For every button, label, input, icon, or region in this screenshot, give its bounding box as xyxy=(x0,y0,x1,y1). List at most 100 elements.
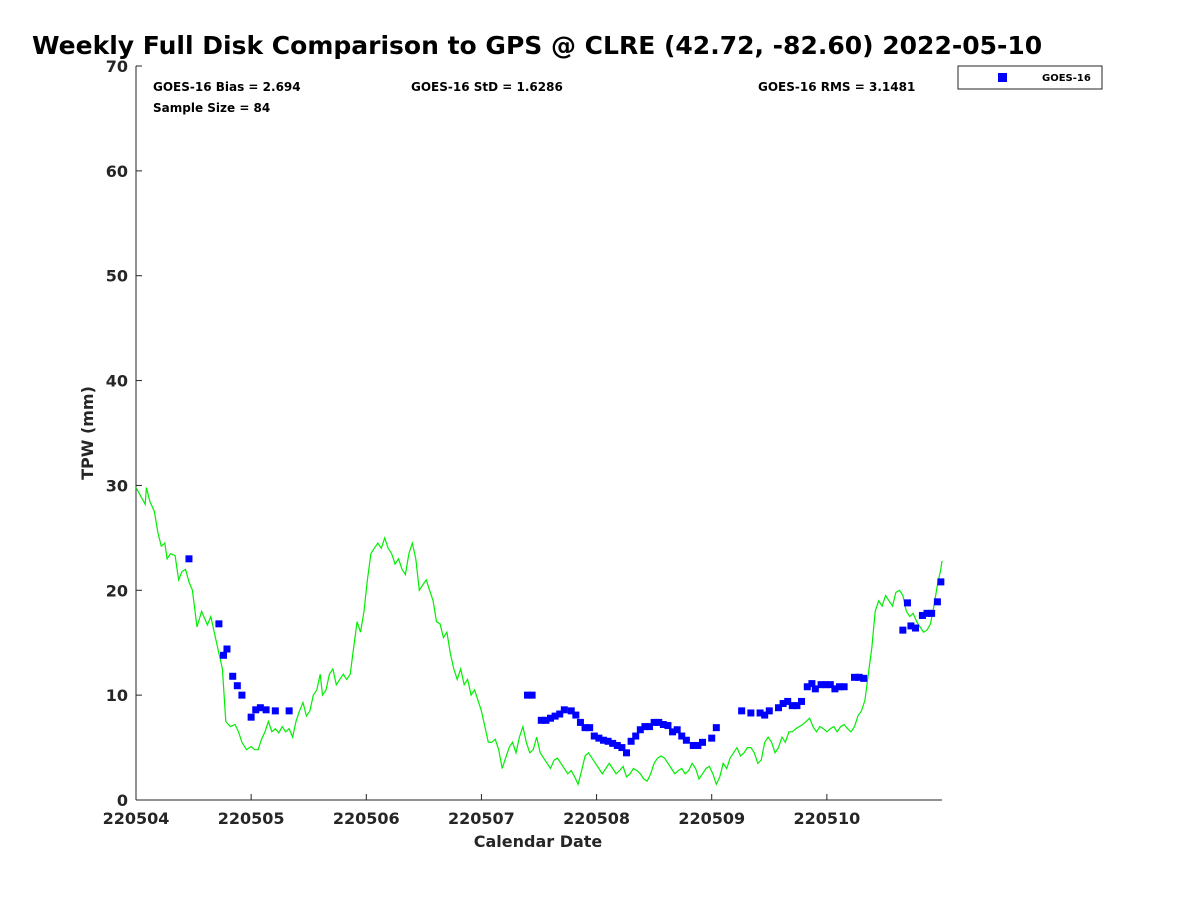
goes16-data-point xyxy=(712,724,720,732)
goes16-data-point xyxy=(271,707,279,715)
goes16-data-point xyxy=(576,718,584,726)
goes16-data-point xyxy=(581,724,589,732)
goes16-data-point xyxy=(537,716,545,724)
goes16-data-point xyxy=(784,697,792,705)
goes16-data-point xyxy=(937,578,945,586)
legend-marker xyxy=(998,73,1007,82)
x-tick-label: 220507 xyxy=(448,809,515,828)
goes16-data-point xyxy=(599,736,607,744)
y-tick-label: 30 xyxy=(106,476,128,495)
goes16-data-point xyxy=(788,702,796,710)
goes16-data-point xyxy=(542,716,550,724)
goes16-data-point xyxy=(185,555,193,563)
goes16-data-point xyxy=(699,738,707,746)
goes16-data-point xyxy=(641,723,649,731)
goes16-data-point xyxy=(747,709,755,717)
goes16-data-point xyxy=(793,702,801,710)
goes16-data-point xyxy=(613,741,621,749)
y-tick-label: 10 xyxy=(106,686,128,705)
x-axis-label: Calendar Date xyxy=(474,832,603,851)
goes16-data-point xyxy=(678,732,686,740)
goes16-data-point xyxy=(850,673,858,681)
goes16-data-point xyxy=(567,707,575,715)
goes16-data-point xyxy=(609,739,617,747)
goes16-data-point xyxy=(556,710,564,718)
goes16-data-point xyxy=(523,691,531,699)
goes16-data-point xyxy=(627,737,635,745)
legend: GOES-16 xyxy=(957,65,1103,90)
goes16-data-point xyxy=(655,718,663,726)
goes16-data-point xyxy=(803,683,811,691)
goes16-data-point xyxy=(899,626,907,634)
y-axis-label: TPW (mm) xyxy=(78,386,97,480)
goes16-marker-series xyxy=(185,555,945,757)
goes16-data-point xyxy=(632,732,640,740)
y-tick-label: 0 xyxy=(117,791,128,810)
goes16-data-point xyxy=(547,714,555,722)
goes16-data-point xyxy=(779,700,787,708)
goes16-data-point xyxy=(708,734,716,742)
goes16-data-point xyxy=(604,737,612,745)
goes16-data-point xyxy=(528,691,536,699)
y-tick-label: 70 xyxy=(106,57,128,76)
goes16-data-point xyxy=(673,726,681,734)
x-tick-label: 220506 xyxy=(333,809,400,828)
y-tick-label: 60 xyxy=(106,162,128,181)
goes16-data-point xyxy=(689,741,697,749)
x-ticks: 220504 220505 220506 220507 220508 220509 2205… xyxy=(103,794,860,828)
goes16-data-point xyxy=(798,697,806,705)
goes16-data-point xyxy=(551,712,559,720)
x-tick-label: 220509 xyxy=(678,809,745,828)
rms-stat: GOES-16 RMS = 3.1481 xyxy=(758,80,915,94)
x-tick-label: 220504 xyxy=(103,809,170,828)
goes16-data-point xyxy=(738,707,746,715)
y-tick-label: 50 xyxy=(106,267,128,286)
goes16-data-point xyxy=(831,685,839,693)
goes16-data-point xyxy=(808,680,816,688)
goes16-data-point xyxy=(223,645,231,653)
goes16-data-point xyxy=(229,672,237,680)
y-tick-label: 20 xyxy=(106,581,128,600)
goes16-data-point xyxy=(756,709,764,717)
goes16-data-point xyxy=(220,651,228,659)
goes16-data-point xyxy=(646,723,654,731)
y-ticks: 0 10 20 30 40 50 60 70 xyxy=(106,57,142,810)
goes16-data-point xyxy=(840,683,848,691)
goes16-data-point xyxy=(855,673,863,681)
goes16-data-point xyxy=(761,711,769,719)
gps-tpw-line xyxy=(135,487,943,787)
goes16-data-point xyxy=(765,707,773,715)
goes16-data-point xyxy=(903,599,911,607)
goes16-data-point xyxy=(923,609,931,617)
goes16-data-point xyxy=(636,726,644,734)
goes16-data-point xyxy=(694,741,702,749)
goes16-data-point xyxy=(572,711,580,719)
goes16-data-point xyxy=(618,744,626,752)
goes16-data-point xyxy=(238,691,246,699)
goes16-data-point xyxy=(918,611,926,619)
goes16-data-point xyxy=(623,749,631,757)
goes16-data-point xyxy=(822,681,830,689)
goes16-data-point xyxy=(659,721,667,729)
goes16-data-point xyxy=(860,674,868,682)
goes16-data-point xyxy=(928,609,936,617)
goes16-data-point xyxy=(933,598,941,606)
goes16-data-point xyxy=(256,704,264,712)
bias-stat: GOES-16 Bias = 2.694 xyxy=(153,80,301,94)
goes16-data-point xyxy=(247,713,255,721)
gps-line-series xyxy=(135,487,943,787)
goes16-data-point xyxy=(586,724,594,732)
chart-title: Weekly Full Disk Comparison to GPS @ CLR… xyxy=(32,31,1042,60)
goes16-data-point xyxy=(682,736,690,744)
std-stat: GOES-16 StD = 1.6286 xyxy=(411,80,563,94)
y-tick-label: 40 xyxy=(106,372,128,391)
goes16-data-point xyxy=(590,732,598,740)
goes16-data-point xyxy=(595,734,603,742)
x-tick-label: 220508 xyxy=(563,809,630,828)
goes16-data-point xyxy=(262,706,270,714)
goes16-data-point xyxy=(233,682,241,690)
goes16-data-point xyxy=(664,722,672,730)
goes16-data-point xyxy=(669,728,677,736)
goes16-data-point xyxy=(912,624,920,632)
goes16-data-point xyxy=(836,683,844,691)
